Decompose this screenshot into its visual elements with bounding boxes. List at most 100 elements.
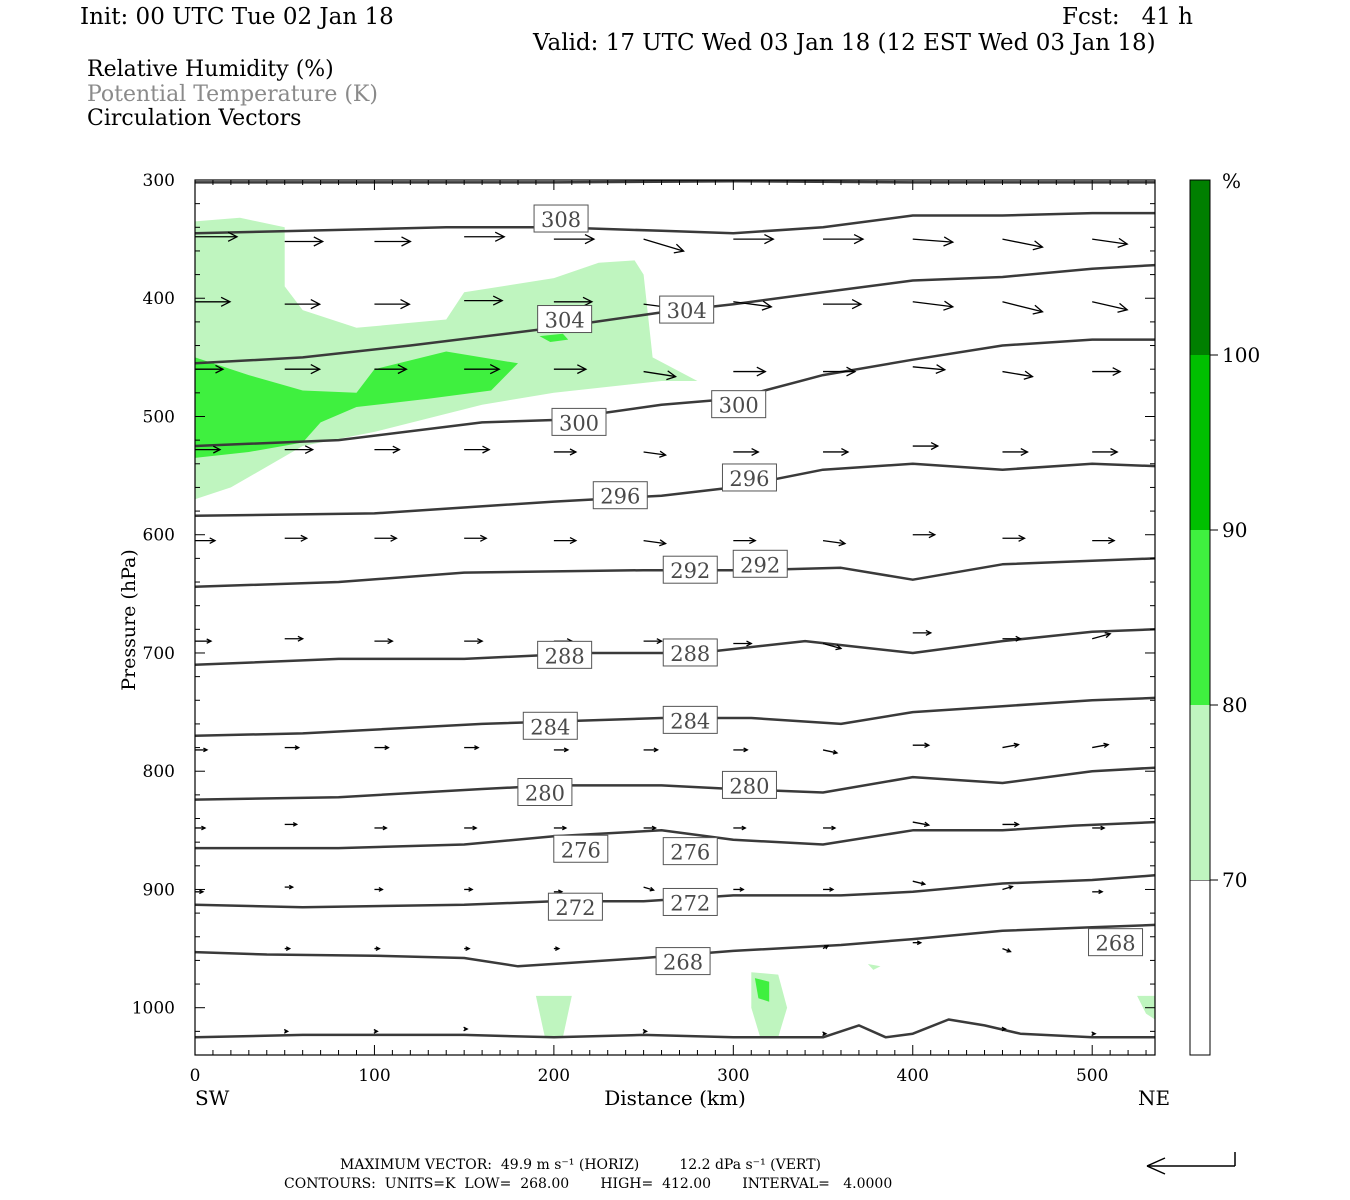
circulation-vector	[1002, 635, 1022, 642]
colorbar-label-100: 100	[1222, 343, 1260, 367]
rh-region-80-90-5	[754, 978, 770, 1002]
circulation-vector	[912, 236, 955, 247]
y-axis-title: Pressure (hPa)	[118, 549, 140, 691]
x-tick-label: 500	[1076, 1066, 1108, 1086]
circulation-vector	[823, 234, 865, 245]
theta-label-276: 276	[553, 834, 609, 863]
svg-text:268: 268	[663, 951, 703, 975]
circulation-vector	[733, 448, 760, 456]
circulation-vector	[822, 1031, 828, 1037]
circulation-vector	[912, 442, 940, 451]
forecast-hour: Fcst: 41 h	[1062, 4, 1193, 30]
circulation-vector	[1002, 238, 1044, 251]
circulation-vector	[284, 946, 292, 951]
rh-region-70-80-6	[867, 964, 881, 970]
circulation-vector	[912, 364, 947, 375]
svg-text:304: 304	[545, 309, 585, 333]
reference-vector	[1146, 1152, 1236, 1175]
circulation-vector	[374, 946, 381, 951]
svg-text:288: 288	[545, 644, 585, 668]
circulation-vector	[284, 635, 305, 642]
plot-frame	[194, 179, 1156, 1056]
svg-text:296: 296	[729, 467, 769, 491]
theta-contour-276	[195, 820, 1155, 850]
svg-text:272: 272	[670, 891, 710, 915]
valid-time: Valid: 17 UTC Wed 03 Jan 18 (12 EST Wed …	[533, 30, 1156, 56]
circulation-vector	[1092, 632, 1112, 640]
circulation-vector	[733, 825, 747, 831]
circulation-vector	[284, 236, 325, 247]
circulation-vector	[553, 537, 578, 545]
circulation-vector	[822, 642, 843, 651]
circulation-vector	[1002, 885, 1014, 891]
circulation-vector	[912, 531, 937, 539]
theta-contour-268	[195, 923, 1155, 968]
circulation-vector	[284, 534, 309, 542]
theta-label-268: 268	[655, 947, 711, 976]
circulation-vector	[733, 234, 775, 245]
circulation-vector	[642, 1028, 649, 1034]
colorbar: % 100 90 80 70	[1189, 169, 1260, 1056]
circulation-vector	[374, 364, 408, 375]
circulation-vector	[195, 537, 217, 544]
x-axis-title: Distance (km)	[604, 1086, 746, 1110]
theta-label-272: 272	[547, 892, 603, 921]
circulation-vector	[643, 747, 660, 753]
x-tick-label: 0	[190, 1066, 201, 1086]
legend-relative-humidity: Relative Humidity (%)	[87, 57, 334, 82]
circulation-vector	[733, 366, 767, 377]
svg-text:300: 300	[559, 411, 599, 435]
colorbar-label-90: 90	[1222, 518, 1247, 542]
theta-label-292: 292	[732, 549, 788, 578]
colorbar-bin-80-90	[1190, 530, 1210, 705]
circulation-vector	[374, 887, 384, 892]
x-tick-label: 400	[897, 1066, 929, 1086]
svg-text:288: 288	[670, 642, 710, 666]
theta-label-288: 288	[662, 638, 718, 667]
circulation-vector	[284, 364, 322, 375]
theta-label-268: 268	[1088, 928, 1144, 957]
theta-contour-284	[195, 696, 1155, 737]
circulation-vector	[822, 539, 847, 547]
circulation-vector	[643, 638, 664, 645]
y-tick-label: 900	[143, 880, 175, 900]
colorbar-label-70: 70	[1222, 868, 1247, 892]
circulation-vector	[553, 234, 596, 245]
y-tick-label: 400	[143, 289, 175, 309]
circulation-vector	[553, 296, 594, 307]
theta-label-284: 284	[522, 711, 578, 740]
circulation-vector	[464, 638, 484, 645]
circulation-vector	[195, 747, 209, 753]
y-tick-label: 800	[143, 762, 175, 782]
circulation-vector	[464, 364, 501, 375]
theta-contour-296	[195, 462, 1155, 518]
circulation-vector	[374, 299, 411, 310]
x-tick-label: 100	[358, 1066, 390, 1086]
svg-text:292: 292	[670, 559, 710, 583]
circulation-vector	[195, 445, 222, 454]
colorbar-bin-90-100	[1190, 355, 1210, 530]
theta-contour-280	[195, 766, 1155, 801]
circulation-vector	[1002, 821, 1020, 828]
circulation-vector	[374, 445, 401, 454]
circulation-vector	[643, 825, 658, 831]
circulation-vector	[463, 1026, 469, 1032]
theta-label-288: 288	[537, 640, 593, 669]
colorbar-bin-70-80	[1190, 705, 1210, 880]
y-tick-label: 700	[143, 644, 175, 664]
circulation-vector	[1002, 534, 1026, 542]
circulation-vector	[643, 238, 685, 254]
circulation-vector	[912, 742, 931, 748]
svg-text:280: 280	[525, 782, 565, 806]
circulation-vector	[733, 640, 753, 647]
circulation-vector	[553, 364, 588, 375]
svg-text:292: 292	[740, 553, 780, 577]
circulation-vector	[733, 300, 773, 311]
theta-label-304: 304	[659, 295, 715, 324]
circulation-vector	[464, 887, 474, 892]
y-tick-label: 300	[143, 171, 175, 191]
circulation-vector	[912, 300, 955, 311]
circulation-vector	[284, 745, 301, 751]
colorbar-unit: %	[1222, 169, 1241, 193]
